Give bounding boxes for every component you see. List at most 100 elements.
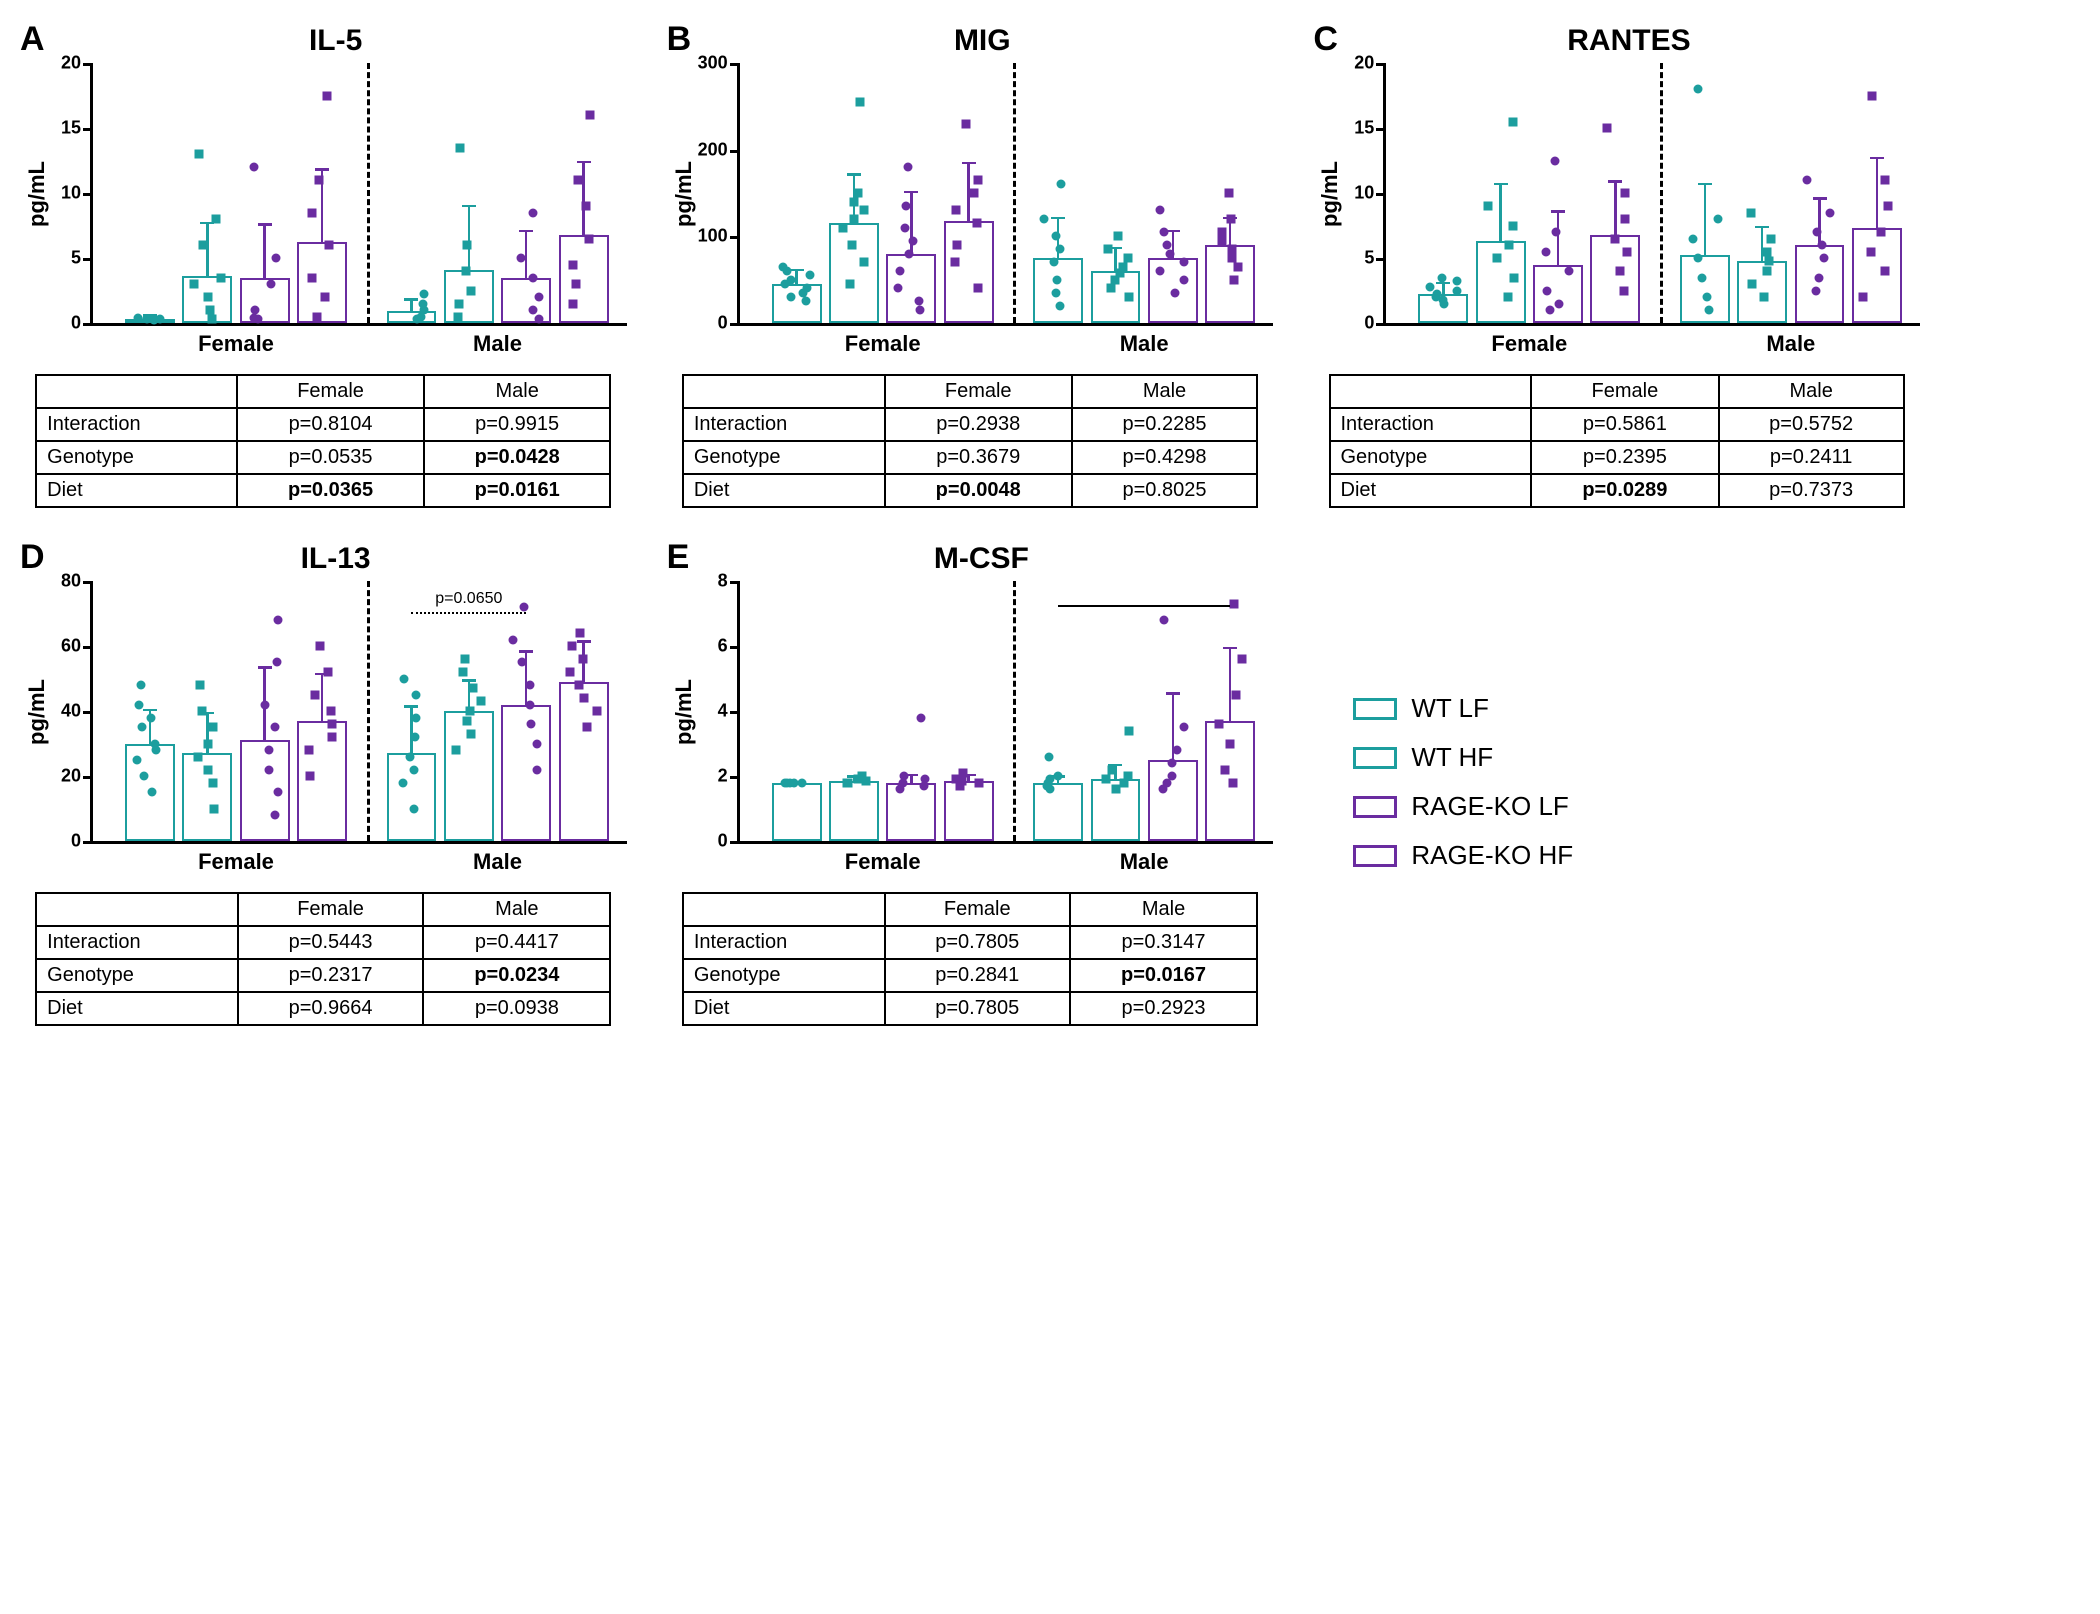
data-point [1762, 247, 1771, 256]
legend-swatch [1353, 698, 1397, 720]
table-cell: p=0.0365 [237, 474, 424, 507]
data-point [975, 778, 984, 787]
data-point [203, 739, 212, 748]
y-tick-label: 15 [61, 118, 93, 139]
data-point [1049, 258, 1058, 267]
data-point [1168, 759, 1177, 768]
data-point [1040, 215, 1049, 224]
data-point [198, 707, 207, 716]
table-header: Female [238, 893, 423, 926]
table-cell: p=0.3679 [885, 441, 1072, 474]
data-point [143, 315, 152, 324]
error-cap [462, 679, 476, 682]
data-point [958, 768, 967, 777]
table-row-header: Diet [683, 474, 885, 507]
data-point [535, 315, 544, 324]
figure-grid: AIL-5pg/mL05101520FemaleMaleFemaleMaleIn… [20, 20, 1920, 1026]
y-axis-label: pg/mL [1313, 63, 1347, 326]
panel-letter: C [1313, 20, 1338, 59]
table-cell: p=0.2395 [1531, 441, 1718, 474]
table-header: Male [423, 893, 610, 926]
data-point [1180, 258, 1189, 267]
y-axis-label: pg/mL [20, 581, 54, 844]
data-point [150, 739, 159, 748]
table-cell: p=0.0234 [423, 959, 610, 992]
y-tick-label: 5 [1364, 248, 1386, 269]
error-cap [1870, 157, 1884, 160]
data-point [458, 668, 467, 677]
data-point [1545, 306, 1554, 315]
error-cap [1223, 647, 1237, 650]
y-tick-label: 20 [61, 53, 93, 74]
data-point [250, 306, 259, 315]
data-point [974, 176, 983, 185]
annotation-line [411, 612, 526, 614]
bar [501, 278, 551, 324]
error-cap [1494, 183, 1508, 186]
data-point [1172, 746, 1181, 755]
data-point [1107, 284, 1116, 293]
data-point [1053, 772, 1062, 781]
legend-label: WT HF [1411, 742, 1493, 773]
data-point [476, 697, 485, 706]
table-cell: p=0.2317 [238, 959, 423, 992]
error-bar [1557, 213, 1560, 265]
data-point [1051, 232, 1060, 241]
data-point [199, 241, 208, 250]
table-cell: p=0.7805 [885, 926, 1070, 959]
error-cap [1755, 226, 1769, 229]
error-cap [404, 705, 418, 708]
chart-panel: CRANTESpg/mL05101520FemaleMaleFemaleMale… [1313, 20, 1920, 508]
data-point [1693, 254, 1702, 263]
data-point [900, 223, 909, 232]
data-point [1237, 655, 1246, 664]
data-point [1484, 202, 1493, 211]
data-point [1052, 275, 1061, 284]
bar [240, 278, 290, 324]
data-point [951, 258, 960, 267]
data-point [904, 249, 913, 258]
bar [772, 284, 822, 323]
data-point [1102, 775, 1111, 784]
data-point [1504, 293, 1513, 302]
table-cell: p=0.9915 [424, 408, 611, 441]
chart-area: 0100200300FemaleMale [737, 63, 1274, 326]
error-bar [321, 675, 324, 721]
data-point [460, 655, 469, 664]
data-point [858, 772, 867, 781]
data-point [1492, 254, 1501, 263]
data-point [312, 312, 321, 321]
data-point [1876, 228, 1885, 237]
y-tick-label: 200 [698, 139, 740, 160]
y-tick-label: 0 [718, 831, 740, 852]
error-cap [519, 650, 533, 653]
x-category-label: Female [1491, 331, 1567, 357]
data-point [848, 241, 857, 250]
data-point [1437, 273, 1446, 282]
table-cell: p=0.7373 [1719, 474, 1904, 507]
error-bar [468, 207, 471, 269]
table-cell: p=0.8025 [1072, 474, 1257, 507]
data-point [307, 273, 316, 282]
y-tick-label: 4 [718, 701, 740, 722]
table-cell: p=0.5443 [238, 926, 423, 959]
data-point [1057, 180, 1066, 189]
data-point [859, 206, 868, 215]
chart-area: 020406080FemaleMalep=0.0650 [90, 581, 627, 844]
data-point [208, 778, 217, 787]
table-row-header: Genotype [683, 441, 885, 474]
data-point [1162, 241, 1171, 250]
error-bar [1499, 185, 1502, 241]
y-tick-label: 5 [71, 248, 93, 269]
bar [297, 242, 347, 323]
error-cap [143, 709, 157, 712]
table-row-header: Interaction [1330, 408, 1532, 441]
table-header: Female [1531, 375, 1718, 408]
data-point [1228, 245, 1237, 254]
data-point [1803, 176, 1812, 185]
data-point [195, 150, 204, 159]
table-cell: p=0.0161 [424, 474, 611, 507]
data-point [137, 681, 146, 690]
data-point [1452, 277, 1461, 286]
legend-swatch [1353, 747, 1397, 769]
